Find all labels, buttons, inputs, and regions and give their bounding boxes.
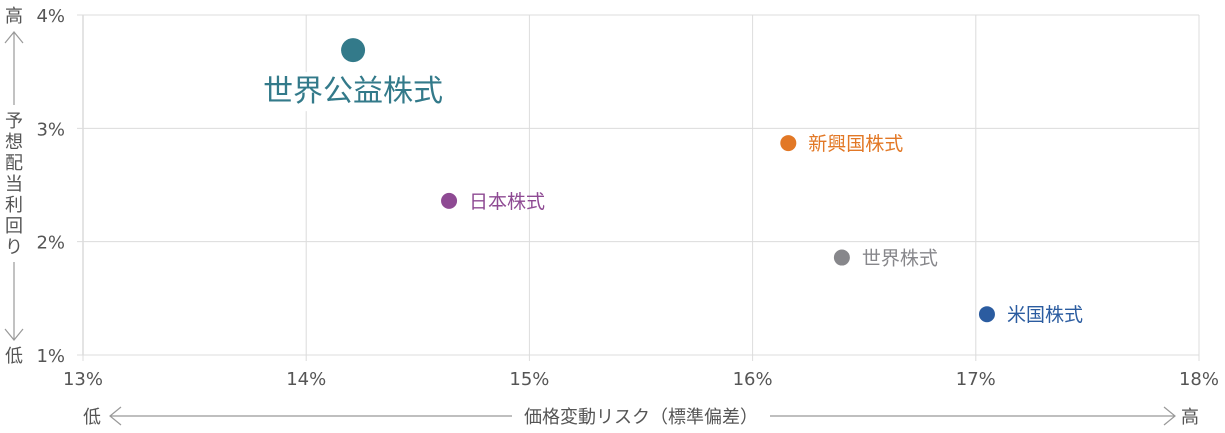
y-tick-label: 3% <box>36 119 65 140</box>
y-axis-up-arrow-icon <box>4 31 24 105</box>
y-tick-label: 1% <box>36 346 65 367</box>
grid <box>77 14 1200 361</box>
data-label: 米国株式 <box>1007 304 1083 326</box>
data-label: 日本株式 <box>469 191 545 213</box>
data-label: 新興国株式 <box>808 133 903 155</box>
x-tick-label: 14% <box>286 369 326 390</box>
x-axis-low-label: 低 <box>83 407 101 428</box>
x-axis-left-arrow-icon <box>109 406 512 426</box>
data-label-background <box>259 72 448 112</box>
y-tick-label: 2% <box>36 233 65 254</box>
y-axis-down-arrow-icon <box>4 262 24 341</box>
y-axis-low-label: 低 <box>5 346 23 367</box>
y-axis-high-label: 高 <box>5 6 23 27</box>
x-axis-title: 価格変動リスク（標準偏差） <box>524 407 758 428</box>
data-point <box>833 249 850 266</box>
x-tick-label: 16% <box>733 369 773 390</box>
y-tick-label: 4% <box>36 6 65 27</box>
data-point <box>441 192 458 209</box>
data-point <box>978 306 995 323</box>
data-label: 世界株式 <box>862 248 938 270</box>
tick-labels: 13% 14% 15% 16% 17% 18% 1% 2% 3% 4% <box>36 6 1219 390</box>
x-tick-label: 17% <box>956 369 996 390</box>
data-point <box>780 135 797 152</box>
y-axis-title: 予想配当利回り <box>5 111 23 258</box>
data-point <box>341 38 366 63</box>
x-tick-label: 15% <box>509 369 549 390</box>
x-tick-label: 18% <box>1179 369 1219 390</box>
x-axis-right-arrow-icon <box>770 406 1176 426</box>
x-tick-label: 13% <box>63 369 103 390</box>
data-label: 世界公益株式 <box>263 74 443 109</box>
x-axis-high-label: 高 <box>1181 407 1199 428</box>
